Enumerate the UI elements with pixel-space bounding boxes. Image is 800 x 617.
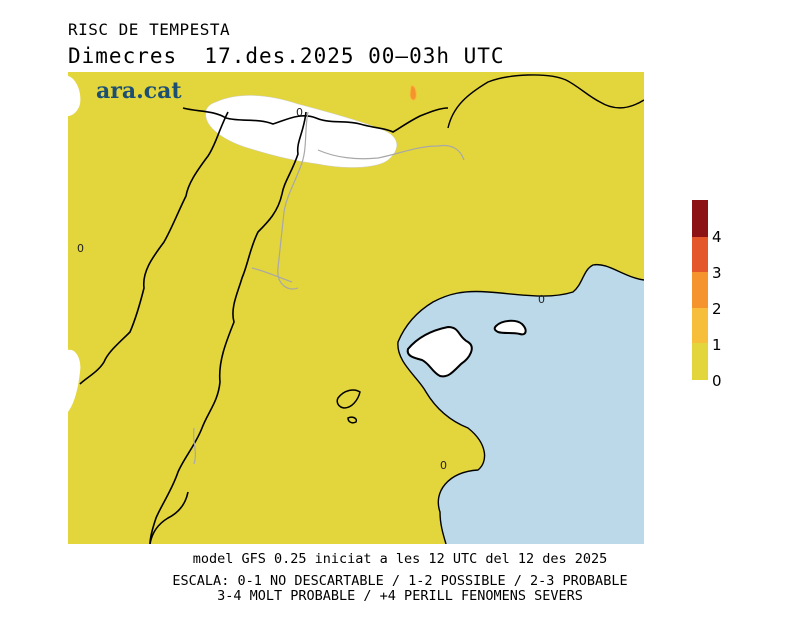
legend-swatch-1 [692, 308, 708, 343]
coastline-north [447, 74, 644, 129]
scale-description-2: 3-4 MOLT PROBABLE / +4 PERILL FENOMENS S… [217, 588, 583, 604]
contour-label: 0 [440, 459, 447, 472]
legend-swatch-4 [692, 200, 708, 237]
contour-label: 0 [538, 293, 545, 306]
ibiza-island [336, 389, 361, 409]
region-border-south [192, 267, 293, 465]
mallorca-island [406, 325, 473, 378]
ara-cat-logo: ara.cat [96, 78, 182, 104]
legend-label-0: 0 [712, 372, 722, 390]
border-west [79, 111, 229, 385]
legend-swatch-2 [692, 272, 708, 308]
legend-swatch-0 [692, 343, 708, 380]
legend-swatch-3 [692, 237, 708, 272]
legend-label-4: 4 [712, 228, 722, 246]
map-title: RISC DE TEMPESTA [68, 20, 231, 39]
model-info: model GFS 0.25 iniciat a les 12 UTC del … [192, 551, 608, 567]
legend-label-2: 2 [712, 300, 722, 318]
no-risk-area-northwest [68, 76, 81, 116]
scale-description-1: ESCALA: 0-1 NO DESCARTABLE / 1-2 POSSIBL… [172, 573, 628, 589]
legend-label-3: 3 [712, 264, 722, 282]
legend-label-1: 1 [712, 336, 722, 354]
risk-map: 0 0 0 0 ara.cat [68, 72, 644, 544]
formentera-island [347, 416, 358, 424]
contour-label: 0 [77, 242, 84, 255]
menorca-island [493, 319, 527, 336]
border-aragon-catalonia [149, 111, 307, 544]
risk-legend: 0 1 2 3 4 [692, 200, 722, 390]
contour-label: 0 [296, 106, 303, 119]
region-border [277, 111, 309, 290]
risk-patch-orange [409, 85, 417, 101]
border-france-spain [182, 107, 449, 133]
coastline [397, 263, 644, 544]
no-risk-area-west [68, 349, 81, 412]
forecast-date: Dimecres 17.des.2025 00–03h UTC [68, 44, 505, 68]
land-area [68, 72, 644, 544]
region-border-east [317, 144, 465, 161]
border-south-west [149, 491, 189, 544]
